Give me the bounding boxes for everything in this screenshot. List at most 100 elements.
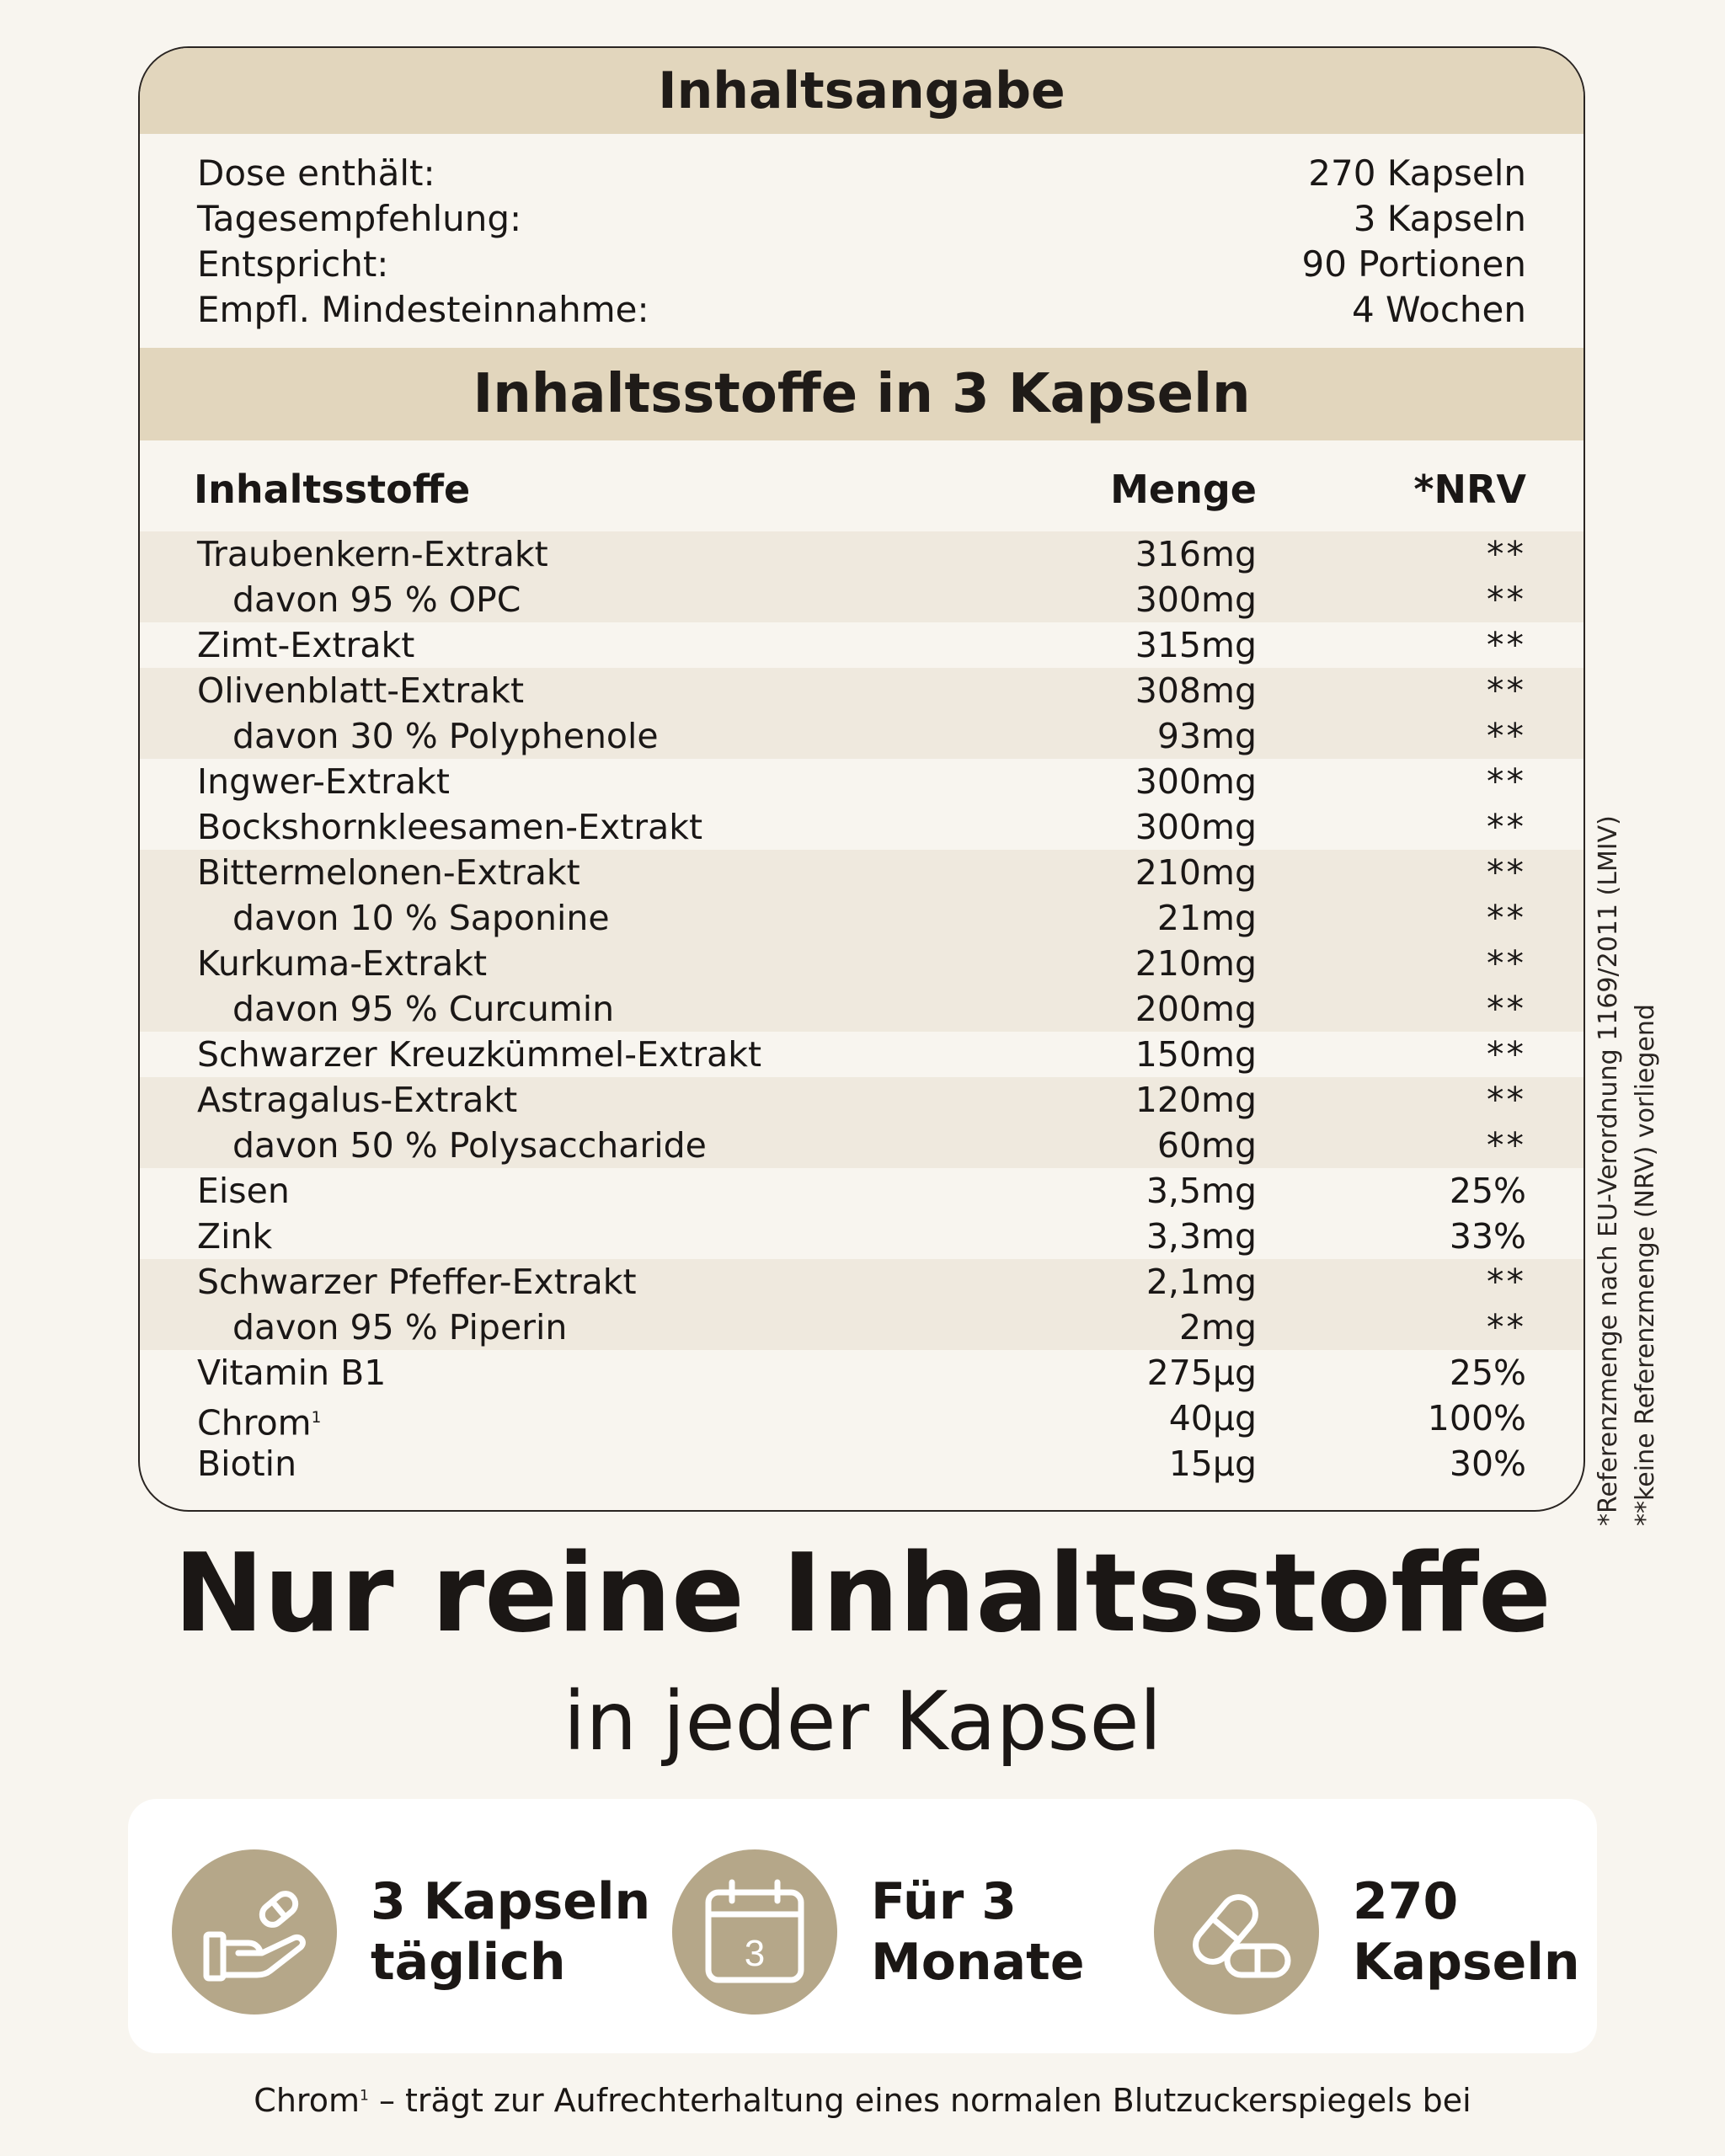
- feature-duration: 3 Für 3 Monate: [672, 1849, 1085, 2015]
- ingredient-amount: 21mg: [1156, 898, 1257, 938]
- capsules-icon: [1154, 1849, 1319, 2015]
- table-row: Traubenkern-Extrakt 316mg **: [140, 531, 1583, 577]
- column-header-nrv: *NRV: [1413, 467, 1526, 512]
- ingredient-name-text: Bittermelonen-Extrakt: [197, 852, 580, 893]
- ingredient-amount: 308mg: [1135, 670, 1257, 711]
- table-row: Chrom1 40µg 100%: [140, 1396, 1583, 1444]
- table-row: Astragalus-Extrakt 120mg **: [140, 1077, 1583, 1123]
- table-row: Zink 3,3mg 33%: [140, 1214, 1583, 1259]
- ingredient-amount: 210mg: [1135, 943, 1257, 984]
- ingredient-name: davon 95 % Curcumin: [197, 986, 1004, 1032]
- ingredient-amount: 210mg: [1135, 852, 1257, 893]
- table-row: Ingwer-Extrakt 300mg **: [140, 759, 1583, 804]
- ingredient-name-text: Ingwer-Extrakt: [197, 761, 450, 802]
- ingredients-card: Inhaltsangabe Dose enthält: 270 Kapseln …: [138, 46, 1585, 1512]
- ingredient-nrv: **: [1487, 898, 1526, 938]
- ingredient-nrv: **: [1487, 1262, 1526, 1302]
- footnote-nrv: *Referenzmenge nach EU-Verordnung 1169/2…: [1594, 815, 1623, 1526]
- ingredient-amount: 150mg: [1135, 1034, 1257, 1075]
- table-row: Schwarzer Pfeffer-Extrakt 2,1mg **: [140, 1259, 1583, 1305]
- summary-row: Empfl. Mindesteinnahme: 4 Wochen: [197, 287, 1526, 333]
- table-row: davon 10 % Saponine 21mg **: [140, 895, 1583, 941]
- footer-superscript: 1: [359, 2087, 369, 2105]
- feature-line: 270: [1353, 1872, 1459, 1931]
- feature-line: Monate: [871, 1933, 1085, 1992]
- ingredient-name-text: Zink: [197, 1216, 273, 1257]
- ingredient-superscript: 1: [311, 1409, 322, 1427]
- ingredient-nrv: **: [1487, 989, 1526, 1029]
- ingredient-name: Ingwer-Extrakt: [197, 759, 1004, 804]
- ingredient-nrv: 100%: [1427, 1398, 1526, 1438]
- ingredient-amount: 315mg: [1135, 625, 1257, 665]
- table-row: davon 95 % OPC 300mg **: [140, 577, 1583, 622]
- ingredient-nrv: **: [1487, 1080, 1526, 1120]
- ingredients-title: Inhaltsstoffe in 3 Kapseln: [140, 348, 1583, 440]
- table-row: Bockshornkleesamen-Extrakt 300mg **: [140, 804, 1583, 850]
- ingredient-name-text: davon 95 % Piperin: [232, 1307, 568, 1348]
- ingredients-table: Traubenkern-Extrakt 316mg ** davon 95 % OPC…: [140, 531, 1583, 1486]
- ingredient-amount: 275µg: [1146, 1353, 1257, 1393]
- column-header-amount: Menge: [1110, 467, 1257, 512]
- ingredient-name-text: Schwarzer Kreuzkümmel-Extrakt: [197, 1034, 762, 1075]
- summary-label: Entspricht:: [197, 243, 389, 285]
- ingredient-name-text: Schwarzer Pfeffer-Extrakt: [197, 1262, 637, 1302]
- ingredient-name: Zink: [197, 1214, 1004, 1259]
- table-row: davon 30 % Polyphenole 93mg **: [140, 713, 1583, 759]
- ingredient-name: Eisen: [197, 1168, 1004, 1214]
- feature-line: täglich: [371, 1933, 566, 1992]
- ingredient-name: Vitamin B1: [197, 1350, 1004, 1396]
- summary-label: Tagesempfehlung:: [197, 198, 522, 239]
- ingredient-name-text: davon 30 % Polyphenole: [232, 716, 659, 756]
- table-row: Bittermelonen-Extrakt 210mg **: [140, 850, 1583, 895]
- ingredient-amount: 300mg: [1135, 761, 1257, 802]
- ingredient-nrv: 25%: [1449, 1171, 1526, 1211]
- ingredient-amount: 93mg: [1156, 716, 1257, 756]
- ingredient-name-text: Olivenblatt-Extrakt: [197, 670, 525, 711]
- table-row: Biotin 15µg 30%: [140, 1441, 1583, 1486]
- feature-line: Kapseln: [1353, 1933, 1580, 1992]
- summary-label: Dose enthält:: [197, 152, 435, 194]
- table-row: Olivenblatt-Extrakt 308mg **: [140, 668, 1583, 713]
- ingredient-name: Bittermelonen-Extrakt: [197, 850, 1004, 895]
- ingredient-name-text: Astragalus-Extrakt: [197, 1080, 518, 1120]
- ingredient-nrv: **: [1487, 1125, 1526, 1166]
- ingredient-name: Schwarzer Pfeffer-Extrakt: [197, 1259, 1004, 1305]
- ingredient-nrv: **: [1487, 670, 1526, 711]
- ingredient-nrv: 25%: [1449, 1353, 1526, 1393]
- feature-capsule-count: 270 Kapseln: [1154, 1849, 1580, 2015]
- ingredient-name-text: davon 95 % Curcumin: [232, 989, 615, 1029]
- ingredient-name-text: davon 95 % OPC: [232, 579, 521, 620]
- calendar-icon: 3: [672, 1849, 837, 2015]
- ingredient-amount: 300mg: [1135, 579, 1257, 620]
- feature-line: 3 Kapseln: [371, 1872, 651, 1931]
- card-title: Inhaltsangabe: [140, 48, 1583, 134]
- table-row: davon 50 % Polysaccharide 60mg **: [140, 1123, 1583, 1168]
- ingredient-amount: 3,3mg: [1146, 1216, 1257, 1257]
- ingredient-name-text: Zimt-Extrakt: [197, 625, 415, 665]
- ingredient-name-text: davon 50 % Polysaccharide: [232, 1125, 707, 1166]
- ingredient-name: Chrom1: [197, 1396, 1004, 1444]
- table-header: Inhaltsstoffe Menge *NRV: [140, 440, 1583, 531]
- ingredient-name: davon 10 % Saponine: [197, 895, 1004, 941]
- ingredient-amount: 300mg: [1135, 807, 1257, 847]
- ingredient-name: Traubenkern-Extrakt: [197, 531, 1004, 577]
- table-row: Zimt-Extrakt 315mg **: [140, 622, 1583, 668]
- ingredient-name: Kurkuma-Extrakt: [197, 941, 1004, 986]
- table-row: davon 95 % Curcumin 200mg **: [140, 986, 1583, 1032]
- feature-daily-dose: 3 Kapseln täglich: [172, 1849, 650, 2015]
- summary-row: Dose enthält: 270 Kapseln: [197, 151, 1526, 196]
- ingredient-amount: 316mg: [1135, 534, 1257, 574]
- ingredient-name-text: Chrom: [197, 1402, 312, 1444]
- ingredient-name-text: Vitamin B1: [197, 1353, 387, 1393]
- footnote-no-nrv: **keine Referenzmenge (NRV) vorliegend: [1631, 1004, 1660, 1526]
- footer-text: – trägt zur Aufrechterhaltung eines norm…: [368, 2082, 1471, 2119]
- ingredient-name: davon 50 % Polysaccharide: [197, 1123, 1004, 1168]
- summary-row: Entspricht: 90 Portionen: [197, 242, 1526, 287]
- table-row: davon 95 % Piperin 2mg **: [140, 1305, 1583, 1350]
- ingredient-nrv: **: [1487, 807, 1526, 847]
- hand-capsule-icon: [172, 1849, 337, 2015]
- subheadline: in jeder Kapsel: [563, 1674, 1162, 1769]
- ingredient-name: Olivenblatt-Extrakt: [197, 668, 1004, 713]
- ingredient-nrv: **: [1487, 943, 1526, 984]
- ingredient-amount: 60mg: [1156, 1125, 1257, 1166]
